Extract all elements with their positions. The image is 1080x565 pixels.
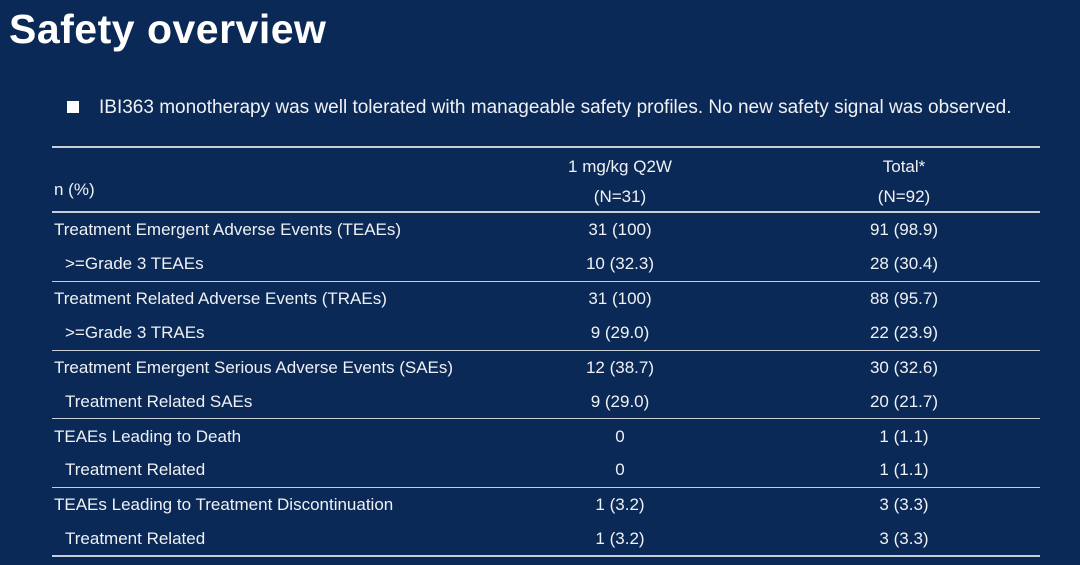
table-corner-label: n (%): [54, 180, 95, 199]
table-row-treatment-related-discontinuation: Treatment Related 1 (3.2) 3 (3.3): [52, 523, 1040, 557]
row-q2w-value: 0: [615, 460, 625, 480]
row-total-value: 20 (21.7): [869, 391, 939, 411]
row-total-value: 1 (1.1): [879, 460, 929, 480]
row-q2w-value: 12 (38.7): [585, 357, 655, 377]
table-row-grade3-teaes: >=Grade 3 TEAEs 10 (32.3) 28 (30.4): [52, 247, 1040, 282]
row-label: TEAEs Leading to Treatment Discontinuati…: [54, 495, 394, 515]
table-row-traes: Treatment Related Adverse Events (TRAEs)…: [52, 282, 1040, 316]
row-q2w-value: 9 (29.0): [590, 391, 650, 411]
row-total-value: 3 (3.3): [879, 495, 929, 515]
table-row-teaes-discontinuation: TEAEs Leading to Treatment Discontinuati…: [52, 488, 1040, 522]
column-header-total-n: (N=92): [877, 187, 931, 206]
summary-bullet-text: IBI363 monotherapy was well tolerated wi…: [99, 97, 1012, 118]
row-total-value: 91 (98.9): [869, 220, 939, 240]
page-title: Safety overview: [9, 6, 327, 52]
row-q2w-value: 31 (100): [588, 288, 652, 308]
row-q2w-value: 10 (32.3): [585, 254, 655, 274]
table-row-teaes: Treatment Emergent Adverse Events (TEAEs…: [52, 213, 1040, 247]
summary-bullet: IBI363 monotherapy was well tolerated wi…: [67, 96, 1077, 119]
row-total-value: 22 (23.9): [869, 322, 939, 342]
row-q2w-value: 31 (100): [588, 220, 652, 240]
row-label: TEAEs Leading to Death: [54, 426, 242, 446]
column-header-total: Total* (N=92): [768, 148, 1040, 212]
row-label: Treatment Related Adverse Events (TRAEs): [54, 288, 387, 308]
table-row-treatment-related-death: Treatment Related 0 1 (1.1): [52, 454, 1040, 489]
row-label: Treatment Related: [65, 460, 206, 480]
table-row-teaes-death: TEAEs Leading to Death 0 1 (1.1): [52, 419, 1040, 453]
square-bullet-icon: [67, 101, 79, 113]
row-label: Treatment Related SAEs: [65, 391, 253, 411]
row-q2w-value: 1 (3.2): [595, 528, 645, 548]
column-header-dose-n: (N=31): [593, 187, 647, 206]
row-q2w-value: 0: [615, 426, 625, 446]
column-header-1mgkg-q2w: 1 mg/kg Q2W (N=31): [472, 148, 768, 212]
row-total-value: 30 (32.6): [869, 357, 939, 377]
row-label: Treatment Related: [65, 528, 206, 548]
row-label: Treatment Emergent Adverse Events (TEAEs…: [54, 220, 402, 240]
row-total-value: 28 (30.4): [869, 254, 939, 274]
table-row-grade3-traes: >=Grade 3 TRAEs 9 (29.0) 22 (23.9): [52, 316, 1040, 351]
row-q2w-value: 9 (29.0): [590, 322, 650, 342]
table-header-row: n (%) 1 mg/kg Q2W (N=31) Total* (N=92): [52, 146, 1040, 213]
table-row-saes: Treatment Emergent Serious Adverse Event…: [52, 351, 1040, 385]
row-total-value: 3 (3.3): [879, 528, 929, 548]
row-label: >=Grade 3 TEAEs: [65, 254, 204, 274]
column-header-total-label: Total*: [882, 157, 926, 176]
column-header-dose-label: 1 mg/kg Q2W: [568, 157, 672, 176]
safety-table: n (%) 1 mg/kg Q2W (N=31) Total* (N=92) T…: [52, 146, 1040, 557]
row-label: >=Grade 3 TRAEs: [65, 322, 205, 342]
row-total-value: 88 (95.7): [869, 288, 939, 308]
table-row-treatment-related-saes: Treatment Related SAEs 9 (29.0) 20 (21.7…: [52, 385, 1040, 420]
row-q2w-value: 1 (3.2): [595, 495, 645, 515]
row-total-value: 1 (1.1): [879, 426, 929, 446]
row-label: Treatment Emergent Serious Adverse Event…: [54, 357, 454, 377]
